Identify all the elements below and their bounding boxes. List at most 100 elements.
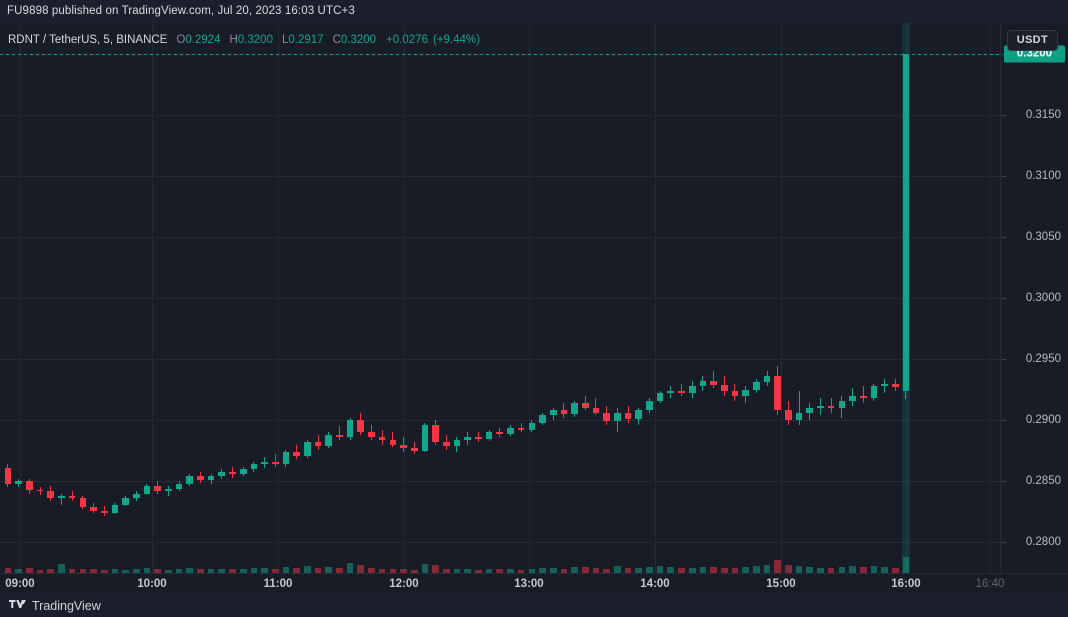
candlestick[interactable]: [378, 23, 386, 573]
candlestick[interactable]: [560, 23, 568, 573]
chart-plot-area[interactable]: [0, 23, 1000, 573]
candlestick[interactable]: [539, 23, 546, 573]
candlestick[interactable]: [485, 23, 493, 573]
candlestick[interactable]: [336, 23, 343, 573]
candlestick[interactable]: [475, 23, 482, 573]
candlestick[interactable]: [710, 23, 717, 573]
candlestick[interactable]: [368, 23, 375, 573]
candlestick[interactable]: [635, 23, 643, 573]
candlestick[interactable]: [79, 23, 87, 573]
price-axis[interactable]: 0.32000.31500.31000.30500.30000.29500.29…: [1000, 23, 1068, 573]
legend-symbol-title[interactable]: RDNT / TetherUS, 5, BINANCE: [8, 34, 168, 46]
candlestick[interactable]: [656, 23, 664, 573]
volume-bar: [528, 568, 536, 573]
candlestick[interactable]: [720, 23, 728, 573]
candlestick[interactable]: [902, 23, 910, 573]
candlestick[interactable]: [763, 23, 771, 573]
candlestick[interactable]: [603, 23, 610, 573]
candlestick[interactable]: [314, 23, 322, 573]
candlestick[interactable]: [111, 23, 119, 573]
candlestick[interactable]: [528, 23, 536, 573]
candle-body: [891, 383, 899, 388]
candlestick[interactable]: [15, 23, 22, 573]
candlestick[interactable]: [218, 23, 226, 573]
candlestick[interactable]: [731, 23, 739, 573]
candlestick[interactable]: [132, 23, 140, 573]
candlestick[interactable]: [293, 23, 300, 573]
candlestick[interactable]: [421, 23, 429, 573]
candlestick[interactable]: [207, 23, 215, 573]
candlestick[interactable]: [271, 23, 279, 573]
candlestick[interactable]: [614, 23, 621, 573]
candlestick[interactable]: [90, 23, 97, 573]
tradingview-brand[interactable]: TradingView: [0, 597, 101, 615]
candlestick[interactable]: [753, 23, 760, 573]
candlestick[interactable]: [4, 23, 12, 573]
candlestick[interactable]: [410, 23, 418, 573]
candlestick[interactable]: [678, 23, 685, 573]
candlestick[interactable]: [806, 23, 814, 573]
candlestick[interactable]: [795, 23, 803, 573]
candlestick[interactable]: [229, 23, 236, 573]
candlestick[interactable]: [68, 23, 76, 573]
currency-badge[interactable]: USDT: [1006, 30, 1058, 51]
candlestick[interactable]: [100, 23, 108, 573]
candlestick[interactable]: [849, 23, 856, 573]
candlestick[interactable]: [175, 23, 183, 573]
candlestick[interactable]: [346, 23, 354, 573]
candlestick[interactable]: [357, 23, 365, 573]
candlestick[interactable]: [250, 23, 258, 573]
candlestick[interactable]: [453, 23, 461, 573]
candlestick[interactable]: [785, 23, 792, 573]
candlestick[interactable]: [891, 23, 899, 573]
candlestick[interactable]: [464, 23, 471, 573]
candlestick[interactable]: [581, 23, 589, 573]
candle-body: [421, 425, 429, 451]
candlestick[interactable]: [304, 23, 311, 573]
candlestick[interactable]: [592, 23, 600, 573]
candlestick[interactable]: [688, 23, 696, 573]
candlestick[interactable]: [881, 23, 888, 573]
candlestick[interactable]: [389, 23, 397, 573]
candlestick[interactable]: [197, 23, 204, 573]
candlestick[interactable]: [143, 23, 151, 573]
candlestick[interactable]: [239, 23, 247, 573]
candlestick[interactable]: [400, 23, 407, 573]
candle-body: [678, 390, 685, 394]
candlestick[interactable]: [667, 23, 675, 573]
candlestick[interactable]: [186, 23, 194, 573]
candlestick[interactable]: [646, 23, 653, 573]
candlestick[interactable]: [549, 23, 557, 573]
legend-low: L0.2917: [282, 34, 324, 46]
candlestick[interactable]: [325, 23, 333, 573]
candlestick[interactable]: [870, 23, 878, 573]
candlestick[interactable]: [507, 23, 514, 573]
candlestick[interactable]: [442, 23, 450, 573]
candlestick[interactable]: [154, 23, 161, 573]
candlestick[interactable]: [742, 23, 749, 573]
candlestick[interactable]: [58, 23, 65, 573]
candlestick[interactable]: [36, 23, 44, 573]
volume-bar: [36, 569, 44, 573]
candlestick[interactable]: [261, 23, 268, 573]
candlestick[interactable]: [26, 23, 33, 573]
candlestick[interactable]: [496, 23, 504, 573]
candlestick[interactable]: [838, 23, 846, 573]
volume-bar: [731, 568, 739, 573]
candlestick[interactable]: [282, 23, 290, 573]
candlestick[interactable]: [699, 23, 707, 573]
time-axis[interactable]: 09:00 10:00 11:00 12:00 13:00 14:00 15:00 16:00…: [0, 573, 1068, 595]
candlestick[interactable]: [47, 23, 55, 573]
candlestick[interactable]: [571, 23, 578, 573]
candlestick[interactable]: [624, 23, 632, 573]
candlestick[interactable]: [827, 23, 835, 573]
candlestick[interactable]: [517, 23, 525, 573]
volume-bar: [68, 569, 76, 573]
candlestick[interactable]: [774, 23, 782, 573]
candlestick[interactable]: [859, 23, 867, 573]
candlestick[interactable]: [432, 23, 439, 573]
candlestick[interactable]: [817, 23, 824, 573]
candlestick[interactable]: [165, 23, 172, 573]
candle-body: [528, 422, 536, 430]
candlestick[interactable]: [122, 23, 129, 573]
